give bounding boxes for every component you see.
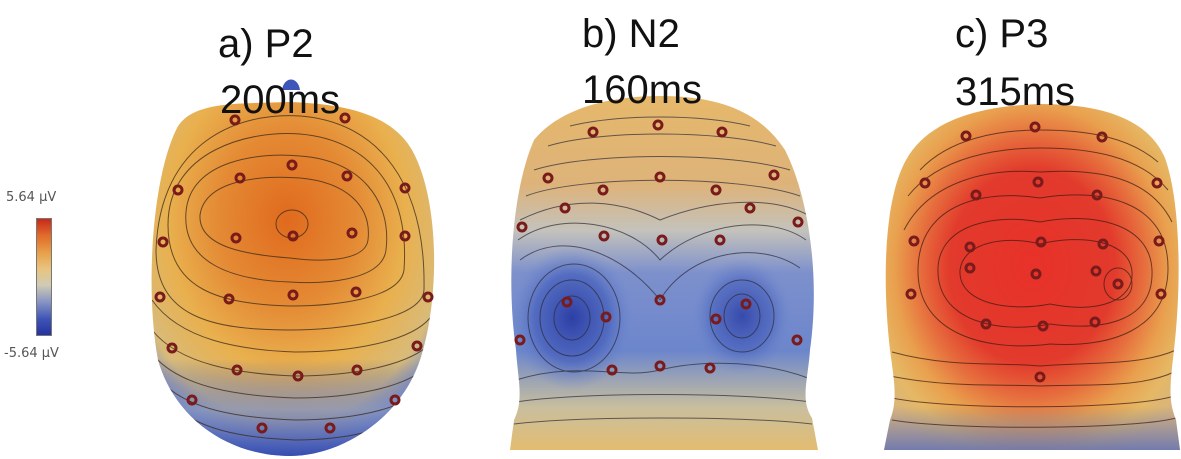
colorbar-max-label: 5.64 µV bbox=[6, 190, 57, 205]
colorbar bbox=[36, 218, 52, 336]
panel-a-latency: 200ms bbox=[220, 78, 341, 122]
panel-c-latency: 315ms bbox=[955, 70, 1076, 114]
panel-b-component: b) N2 bbox=[582, 12, 680, 56]
electrodes-a bbox=[154, 112, 434, 434]
nose-tip bbox=[282, 79, 300, 90]
electrodes-b bbox=[514, 119, 804, 376]
head-map-p2 bbox=[151, 79, 435, 456]
panel-c-component: c) P3 bbox=[955, 12, 1049, 56]
panel-a-component: a) P2 bbox=[218, 22, 314, 66]
panel-b-latency: 160ms bbox=[582, 68, 703, 112]
electrodes-c bbox=[905, 121, 1167, 383]
colorbar-min-label: -5.64 µV bbox=[4, 346, 59, 361]
head-map-n2 bbox=[510, 96, 818, 450]
head-map-p3 bbox=[884, 104, 1180, 450]
